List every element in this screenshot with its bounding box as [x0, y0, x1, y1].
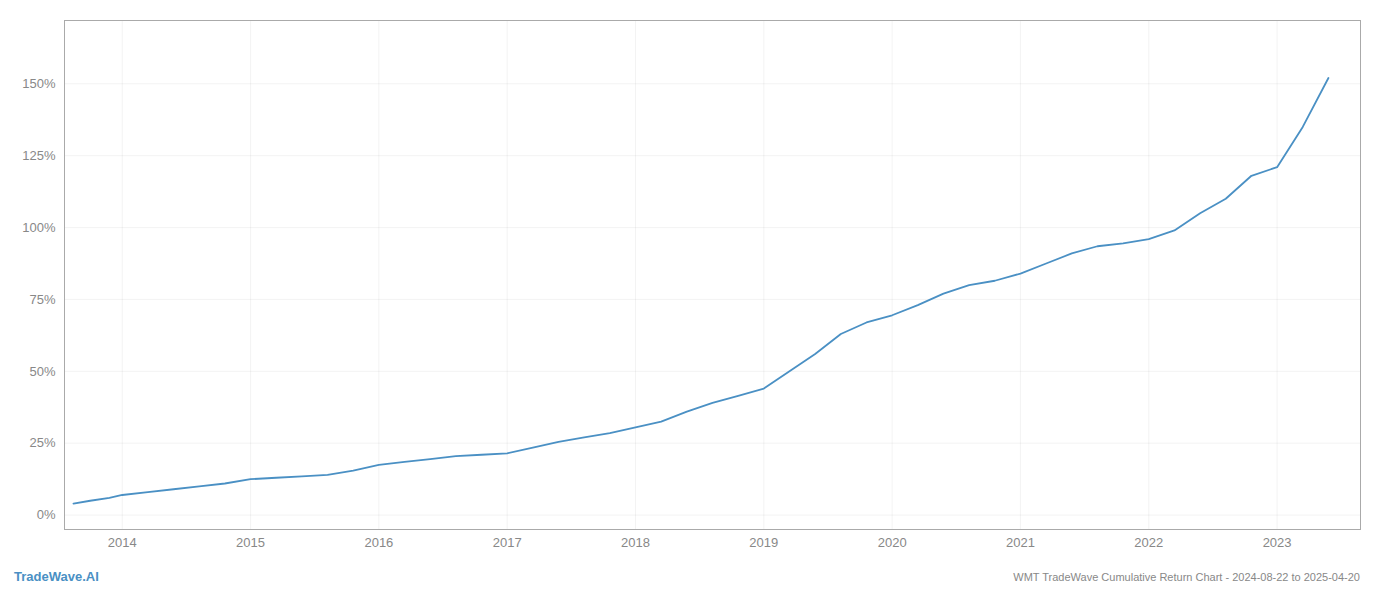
svg-text:125%: 125% — [22, 148, 56, 163]
svg-text:2020: 2020 — [878, 535, 907, 550]
svg-text:2014: 2014 — [108, 535, 137, 550]
svg-text:2018: 2018 — [621, 535, 650, 550]
svg-text:2016: 2016 — [364, 535, 393, 550]
svg-text:0%: 0% — [37, 507, 56, 522]
svg-text:75%: 75% — [29, 292, 55, 307]
svg-text:2019: 2019 — [749, 535, 778, 550]
svg-text:2017: 2017 — [493, 535, 522, 550]
svg-text:2021: 2021 — [1006, 535, 1035, 550]
svg-text:100%: 100% — [22, 220, 56, 235]
html-text:TradeWave.AI: TradeWave.AI — [14, 569, 99, 584]
svg-text:150%: 150% — [22, 76, 56, 91]
html-text:WMT TradeWave Cumulative Retur: WMT TradeWave Cumulative Return Chart - … — [1013, 571, 1360, 583]
svg-text:2015: 2015 — [236, 535, 265, 550]
svg-text:2023: 2023 — [1263, 535, 1292, 550]
svg-text:25%: 25% — [29, 435, 55, 450]
svg-text:2022: 2022 — [1134, 535, 1163, 550]
svg-text:50%: 50% — [29, 363, 55, 378]
